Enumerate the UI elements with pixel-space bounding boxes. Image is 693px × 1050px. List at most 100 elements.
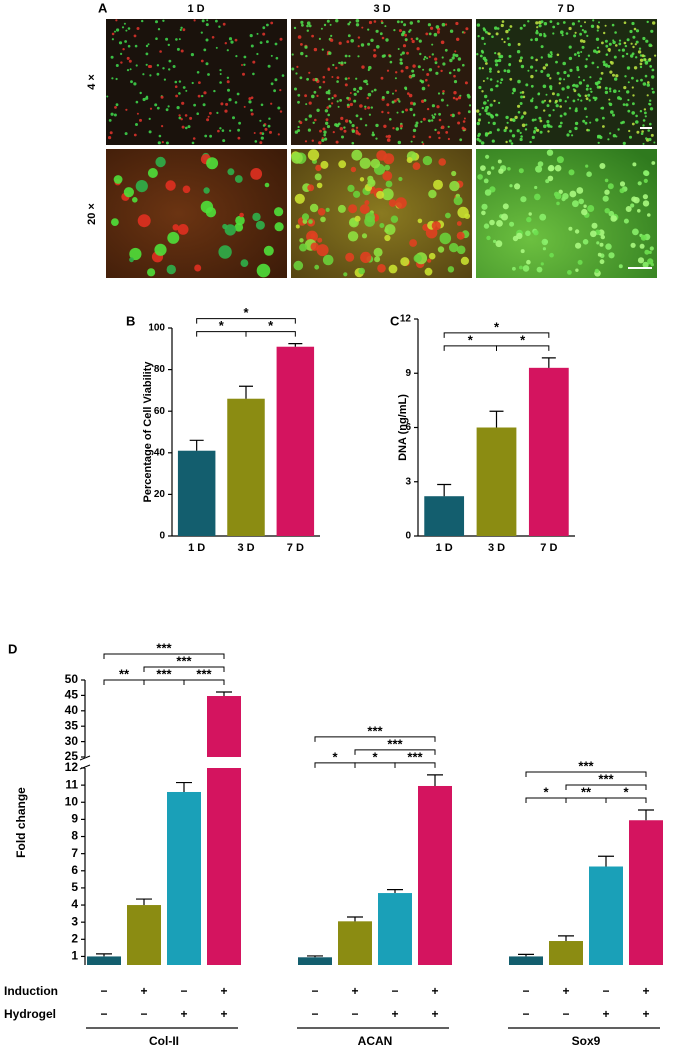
cell xyxy=(279,37,283,41)
cell xyxy=(218,25,221,28)
cell xyxy=(533,230,539,236)
cell xyxy=(192,137,196,140)
cell xyxy=(541,100,545,104)
cell xyxy=(585,115,588,118)
significance-label: * xyxy=(520,332,526,347)
cell xyxy=(565,32,569,35)
cell xyxy=(161,141,164,144)
significance-label: *** xyxy=(156,640,172,655)
cell xyxy=(552,32,555,35)
y-tick-label: 35 xyxy=(65,718,79,732)
cell xyxy=(254,140,258,143)
cell xyxy=(586,84,590,88)
cell xyxy=(546,149,554,156)
cell xyxy=(534,185,538,190)
cell xyxy=(220,102,224,106)
cell xyxy=(653,141,656,144)
cell xyxy=(649,246,654,251)
cell xyxy=(281,74,285,77)
cell xyxy=(165,108,169,112)
cell xyxy=(270,54,273,57)
cell xyxy=(642,124,645,127)
cell xyxy=(423,58,426,61)
cell xyxy=(372,133,375,136)
cell xyxy=(323,130,327,134)
cell xyxy=(149,107,153,110)
cell xyxy=(441,56,444,59)
cell xyxy=(353,99,357,103)
cell xyxy=(559,121,563,125)
cell xyxy=(521,91,525,94)
cell xyxy=(649,107,654,111)
cell xyxy=(555,60,558,64)
bar xyxy=(227,398,265,536)
cell xyxy=(631,52,635,56)
cell xyxy=(201,94,204,98)
cell xyxy=(404,38,408,42)
significance-label: * xyxy=(332,749,338,764)
cell xyxy=(133,34,137,38)
cell xyxy=(327,68,331,71)
cell xyxy=(536,128,540,132)
cell xyxy=(270,21,274,25)
error-bar xyxy=(437,483,452,497)
cell xyxy=(317,237,323,243)
cell xyxy=(165,37,169,41)
cell xyxy=(227,168,235,176)
cell xyxy=(433,32,438,37)
cell xyxy=(571,22,576,26)
cell xyxy=(185,89,188,92)
cell xyxy=(114,106,117,109)
cell xyxy=(242,72,245,76)
cell xyxy=(460,256,469,265)
cell xyxy=(525,83,529,87)
cell xyxy=(602,60,606,64)
cell xyxy=(633,27,637,31)
cell xyxy=(483,178,489,184)
cell xyxy=(580,51,583,53)
cell xyxy=(643,178,648,183)
cell xyxy=(401,110,405,114)
cell xyxy=(123,187,134,198)
cell xyxy=(453,91,457,95)
cell xyxy=(604,178,609,183)
y-tick-label: 40 xyxy=(154,447,166,458)
cell xyxy=(631,21,635,26)
cell xyxy=(427,84,430,87)
cell xyxy=(615,135,618,138)
cell xyxy=(568,130,572,133)
significance-label: *** xyxy=(176,653,192,668)
cell xyxy=(556,156,564,164)
y-tick-label: 2 xyxy=(71,931,78,945)
condition-sign: − xyxy=(351,1007,358,1021)
cell xyxy=(355,23,360,27)
cell xyxy=(120,52,123,56)
significance-bracket xyxy=(565,784,647,790)
cell xyxy=(316,244,329,257)
cell xyxy=(412,102,416,106)
y-tick-label: 12 xyxy=(65,760,79,774)
cell xyxy=(308,114,312,118)
cell xyxy=(226,49,229,52)
cell xyxy=(491,139,495,143)
cell xyxy=(308,101,312,105)
cell xyxy=(584,94,588,98)
cell xyxy=(411,69,415,73)
cell xyxy=(367,178,376,188)
cell xyxy=(238,121,242,125)
cell xyxy=(624,44,628,48)
cell xyxy=(135,180,148,193)
cell xyxy=(116,28,120,32)
cell xyxy=(545,179,550,184)
cell xyxy=(485,154,490,159)
cell xyxy=(274,207,284,217)
cell xyxy=(166,264,176,275)
cell xyxy=(270,82,274,86)
cell xyxy=(241,64,243,66)
cell xyxy=(293,26,297,30)
cell xyxy=(455,21,459,26)
cell xyxy=(603,31,606,35)
cell xyxy=(189,116,193,120)
cell xyxy=(137,214,151,228)
bar xyxy=(87,956,121,965)
